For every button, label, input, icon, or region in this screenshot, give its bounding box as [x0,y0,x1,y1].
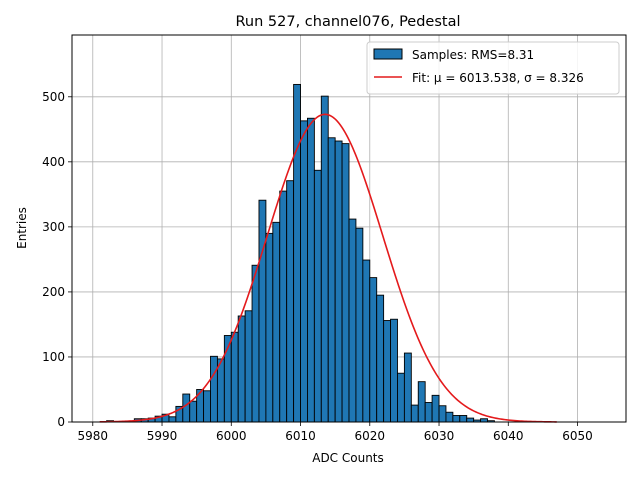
histogram-bar [300,120,308,423]
histogram-bar [424,402,433,423]
histogram-bar [376,294,385,423]
histogram-bars [106,83,523,423]
x-tick-label: 6010 [285,429,316,443]
y-axis-ticks: 0 100 200 300 400 500 [42,90,72,429]
y-tick-label: 200 [42,285,65,299]
histogram-bar [459,415,468,423]
histogram-bar [445,411,454,423]
chart-title: Run 527, channel076, Pedestal [235,14,460,30]
histogram-bar [431,394,440,423]
legend-box [366,41,620,95]
histogram-bar [417,381,426,423]
x-tick-label: 6050 [562,429,593,443]
y-tick-label: 300 [42,220,65,234]
x-axis-ticks: 5980 5990 6000 6010 6020 6030 6040 6050 [78,422,593,443]
y-tick-label: 500 [42,90,65,104]
x-tick-label: 6040 [493,429,524,443]
histogram-bar [307,117,315,423]
y-tick-label: 100 [42,350,65,364]
histogram-bar [313,169,322,423]
histogram-bar [293,83,301,423]
histogram-bar [182,393,191,423]
histogram-bar [168,416,177,423]
histogram-bar [244,310,253,423]
histogram-bar [230,331,239,423]
x-axis-label: ADC Counts [312,451,384,465]
x-tick-label: 5990 [147,429,178,443]
histogram-bar [403,352,412,423]
legend-swatch-samples [373,48,403,60]
histogram-bar [334,140,343,423]
histogram-bar [237,315,246,423]
histogram-bar [210,355,218,423]
x-tick-label: 6020 [355,429,386,443]
histogram-bar [452,415,461,423]
y-axis-label: Entries [15,207,29,249]
histogram-bar [258,199,267,423]
histogram-bar [320,95,329,423]
histogram-bar [390,318,398,423]
histogram-bar [251,264,260,423]
histogram-bar [397,372,405,423]
histogram-bar [410,404,419,423]
fit-curve [99,113,557,423]
histogram-bar [203,390,211,423]
y-tick-label: 400 [42,155,65,169]
histogram-bar [272,221,281,423]
plot-frame [71,34,627,423]
histogram-bar [362,259,371,423]
histogram-bar [348,218,357,423]
x-tick-label: 6030 [424,429,455,443]
x-tick-label: 6000 [216,429,247,443]
legend: Samples: RMS=8.31 Fit: μ = 6013.538, σ =… [366,41,620,95]
histogram-bar [438,405,447,423]
histogram-bar [216,358,225,423]
histogram-bar [286,180,295,423]
histogram-bar [369,277,378,423]
histogram-bar [327,137,336,423]
histogram-bar [279,190,288,423]
legend-label-samples: Samples: RMS=8.31 [412,48,534,62]
histogram-bar [466,417,475,423]
y-tick-label: 0 [57,415,65,429]
histogram-bar [265,232,274,423]
histogram-bar [355,227,364,423]
histogram-bar [341,143,350,423]
histogram-bar [383,320,391,423]
x-tick-label: 5980 [78,429,109,443]
legend-label-fit: Fit: μ = 6013.538, σ = 8.326 [412,71,584,85]
histogram-bar [189,400,198,423]
